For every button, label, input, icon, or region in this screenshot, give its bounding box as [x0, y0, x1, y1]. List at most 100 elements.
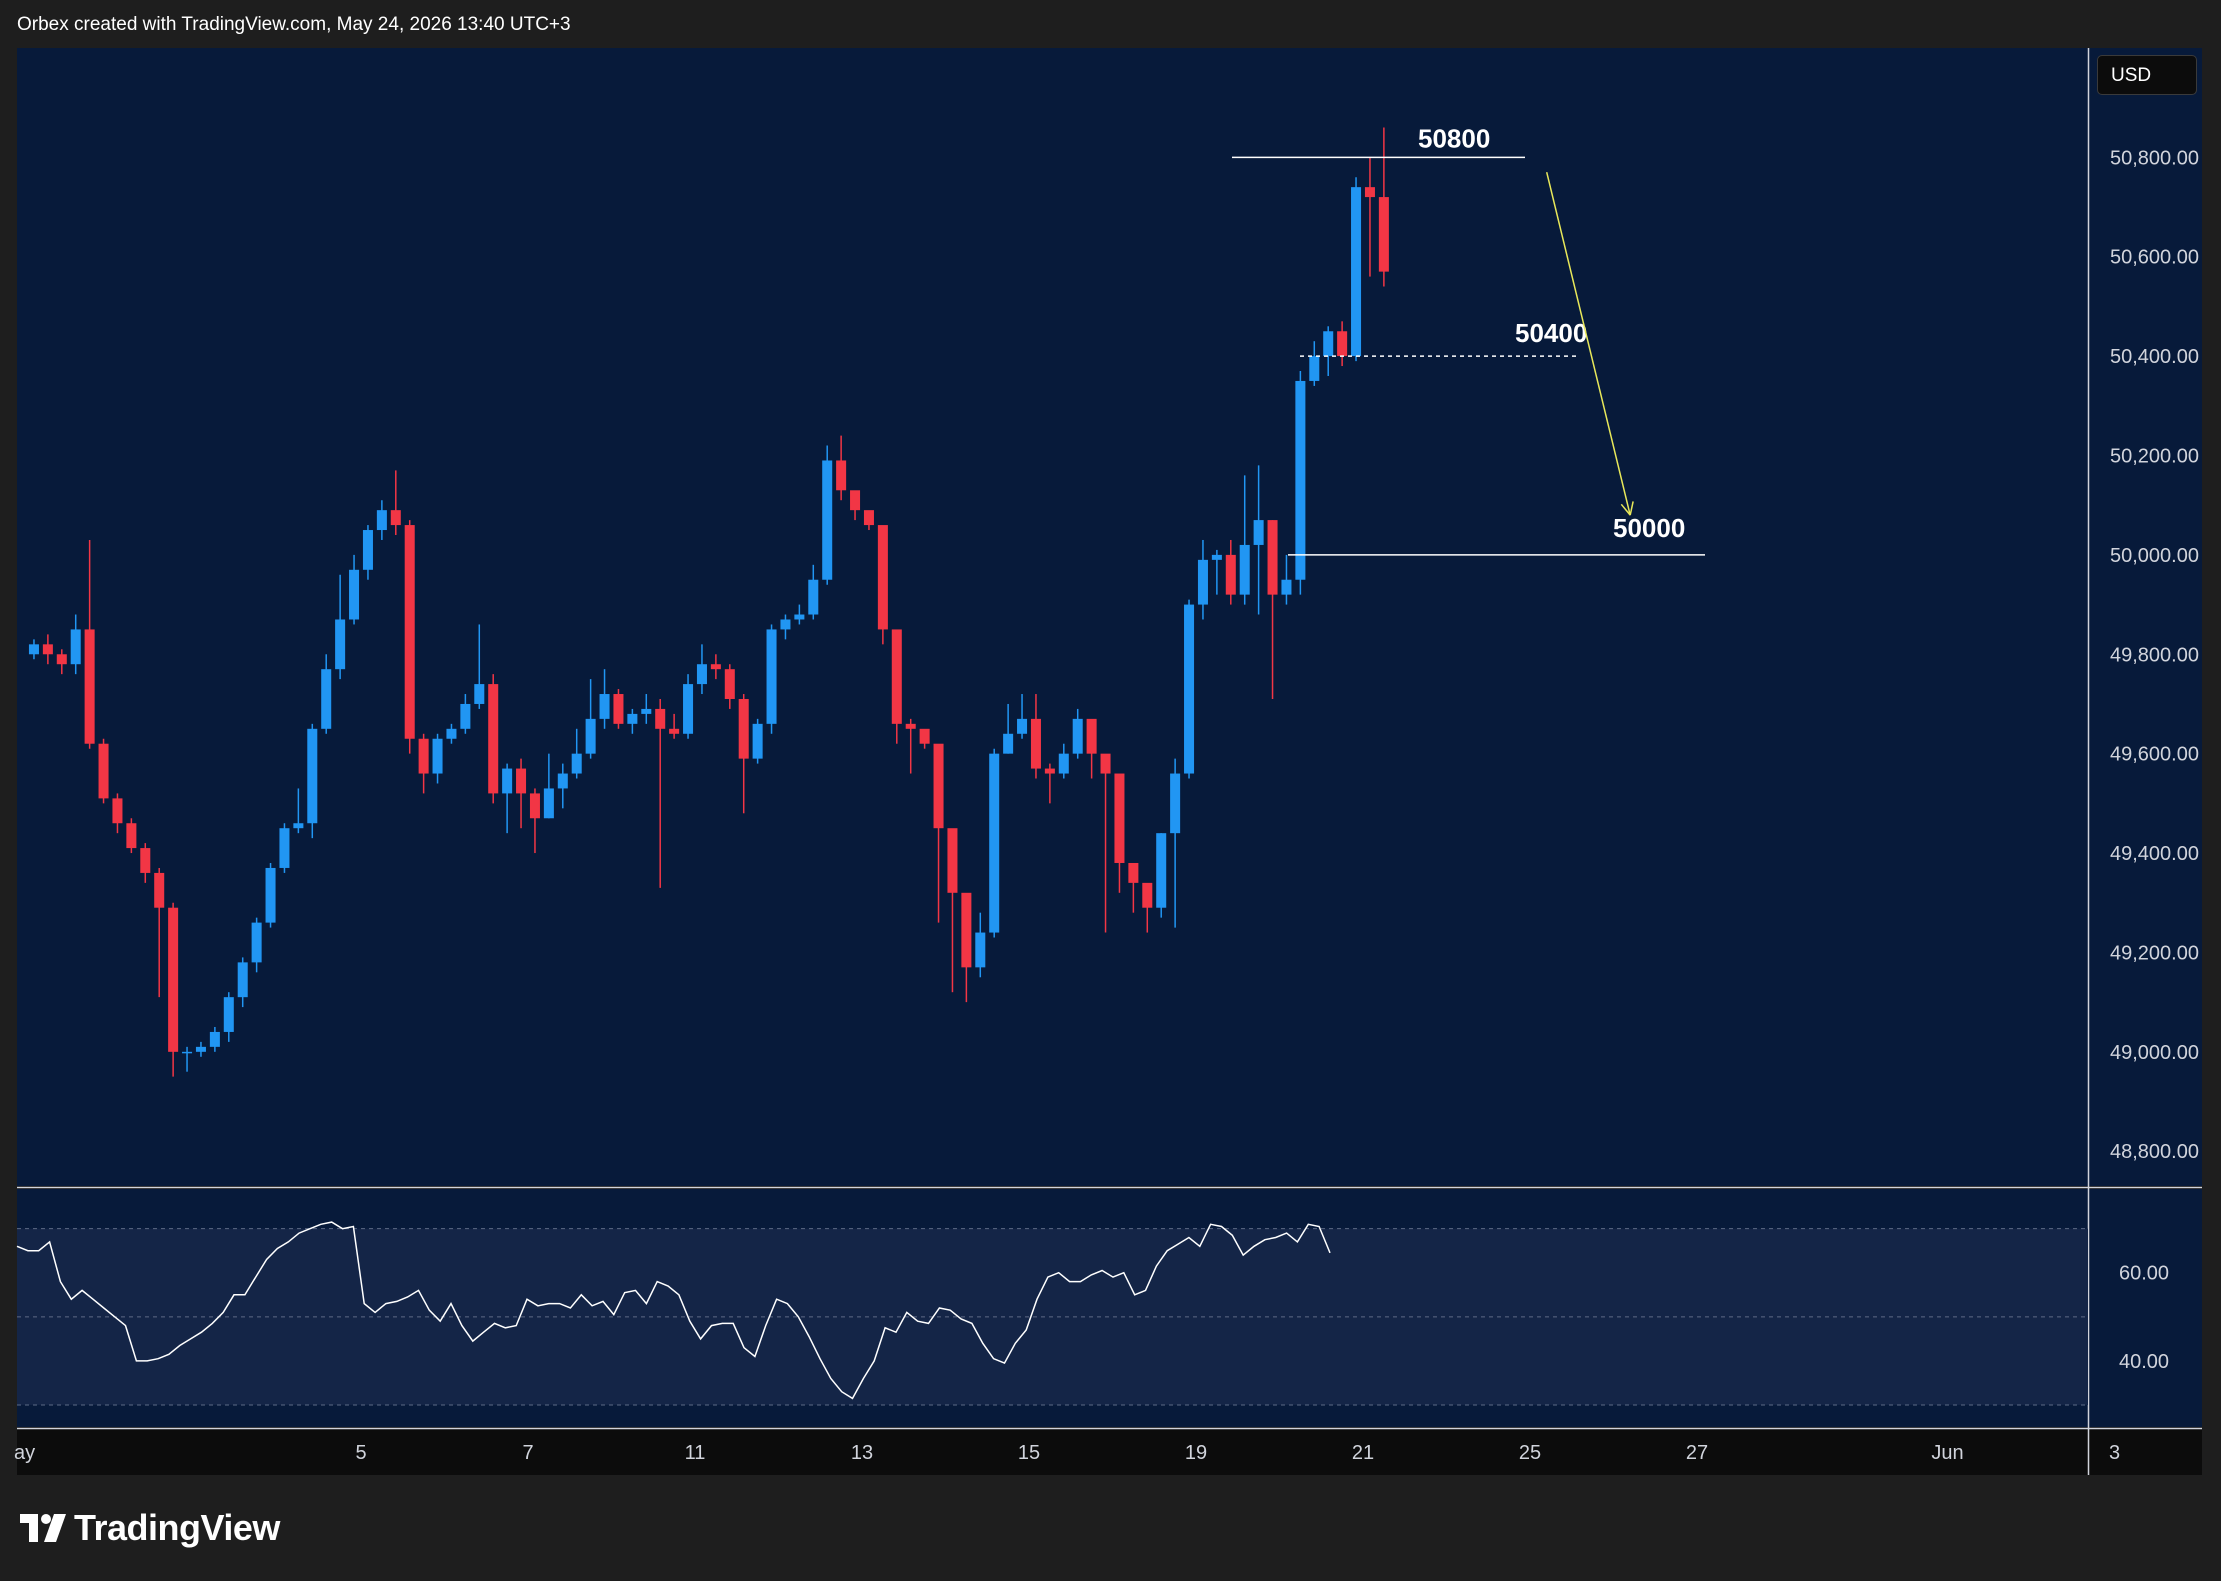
price-tick-label: 49,000.00 — [2110, 1042, 2199, 1064]
time-tick-label: 13 — [851, 1442, 873, 1464]
candle-body — [891, 629, 902, 724]
candle-body — [1351, 187, 1362, 357]
candle-body — [1211, 554, 1222, 560]
candle-body — [432, 738, 443, 774]
candle-body — [613, 694, 624, 724]
candle-body — [168, 907, 179, 1052]
candle-body — [195, 1046, 206, 1052]
candle-body — [1239, 544, 1250, 595]
time-axis[interactable]: ay 5 7 11 13 15 19 21 25 27 Jun 3 — [14, 1442, 2120, 1464]
time-tick-label: 25 — [1519, 1442, 1541, 1464]
candle-body — [1197, 559, 1208, 605]
candle-body — [1170, 773, 1181, 834]
candle-body — [863, 510, 874, 526]
brand-name: TradingView — [74, 1507, 280, 1548]
rsi-indicator — [16, 1221, 2088, 1406]
candle-body — [1017, 718, 1028, 734]
candle-body — [418, 738, 429, 774]
price-levels[interactable]: 50800 50400 50000 — [1232, 123, 1705, 556]
time-tick-label: 19 — [1185, 1442, 1207, 1464]
rsi-axis-pane — [2089, 1189, 2202, 1427]
candle-body — [989, 753, 1000, 933]
price-level-label: 50000 — [1613, 513, 1685, 543]
arrow-head — [1620, 503, 1631, 516]
candle-body — [794, 614, 805, 620]
candle-body — [1253, 520, 1264, 545]
price-tick-label: 50,600.00 — [2110, 247, 2199, 269]
price-tick-label: 49,200.00 — [2110, 942, 2199, 964]
price-tick-label: 50,200.00 — [2110, 445, 2199, 467]
candle-body — [112, 798, 123, 824]
candle-body — [446, 728, 457, 739]
time-tick-label: 27 — [1686, 1442, 1708, 1464]
candle-body — [516, 768, 527, 794]
time-tick-label: ay — [14, 1442, 35, 1464]
candle-body — [557, 773, 568, 789]
candle-body — [488, 684, 499, 794]
price-tick-label: 49,400.00 — [2110, 843, 2199, 865]
candle-body — [1156, 833, 1167, 908]
price-tick-label: 49,800.00 — [2110, 644, 2199, 666]
price-tick-label: 50,000.00 — [2110, 545, 2199, 567]
candle-body — [599, 694, 610, 719]
candle-body — [223, 997, 234, 1032]
candle-body — [752, 723, 763, 759]
candle-body — [293, 823, 304, 829]
rsi-tick-label: 60.00 — [2119, 1263, 2169, 1285]
candle-body — [1337, 331, 1348, 357]
candle-body — [1086, 718, 1097, 754]
candle-body — [641, 708, 652, 714]
candle-body — [1072, 718, 1083, 754]
candle-body — [1295, 380, 1306, 580]
currency-button[interactable]: USD — [2097, 55, 2197, 95]
candle-body — [84, 629, 95, 744]
candle-body — [877, 525, 888, 630]
candle-body — [1364, 187, 1375, 198]
candle-body — [1184, 604, 1195, 774]
candle-body — [1044, 768, 1055, 774]
candle-body — [1058, 753, 1069, 774]
candle-body — [627, 713, 638, 724]
candle-body — [70, 629, 81, 665]
arrow-shaft[interactable] — [1545, 172, 1631, 516]
candle-body — [237, 962, 248, 998]
candle-body — [1003, 733, 1014, 754]
candle-body — [585, 718, 596, 754]
candle-body — [390, 510, 401, 526]
candle-body — [1030, 718, 1041, 769]
candle-body — [376, 510, 387, 531]
candle-body — [1100, 753, 1111, 774]
candle-body — [98, 743, 109, 799]
chart-caption: Orbex created with TradingView.com, May … — [17, 14, 571, 35]
candle-body — [349, 569, 360, 620]
candle-body — [780, 619, 791, 630]
candle-body — [321, 669, 332, 729]
candle-body — [140, 848, 151, 873]
rsi-axis[interactable]: 40.00 60.00 — [2119, 1263, 2169, 1373]
candle-body — [307, 728, 318, 824]
candle-body — [543, 788, 554, 819]
candle-body — [655, 708, 666, 729]
candle-body — [460, 703, 471, 729]
candle-body — [905, 723, 916, 729]
candle-body — [251, 922, 262, 963]
price-tick-label: 49,600.00 — [2110, 744, 2199, 766]
price-tick-label: 48,800.00 — [2110, 1141, 2199, 1163]
candle-body — [1267, 520, 1278, 595]
candle-body — [362, 530, 373, 570]
candle-body — [265, 867, 276, 923]
candle-body — [1281, 579, 1292, 595]
time-tick-label: Jun — [1931, 1442, 1963, 1464]
candle-body — [335, 619, 346, 670]
time-tick-label: 3 — [2109, 1442, 2120, 1464]
projection-arrow[interactable] — [1545, 172, 1634, 516]
candle-body — [933, 743, 944, 829]
candle-body — [808, 579, 819, 615]
candle-body — [1225, 554, 1236, 595]
candle-body — [738, 698, 749, 759]
candle-body — [710, 664, 721, 670]
price-axis[interactable]: 48,800.00 49,000.00 49,200.00 49,400.00 49,6… — [2110, 147, 2199, 1163]
candle-body — [182, 1051, 193, 1054]
tradingview-brand[interactable]: TradingView — [20, 1506, 280, 1550]
